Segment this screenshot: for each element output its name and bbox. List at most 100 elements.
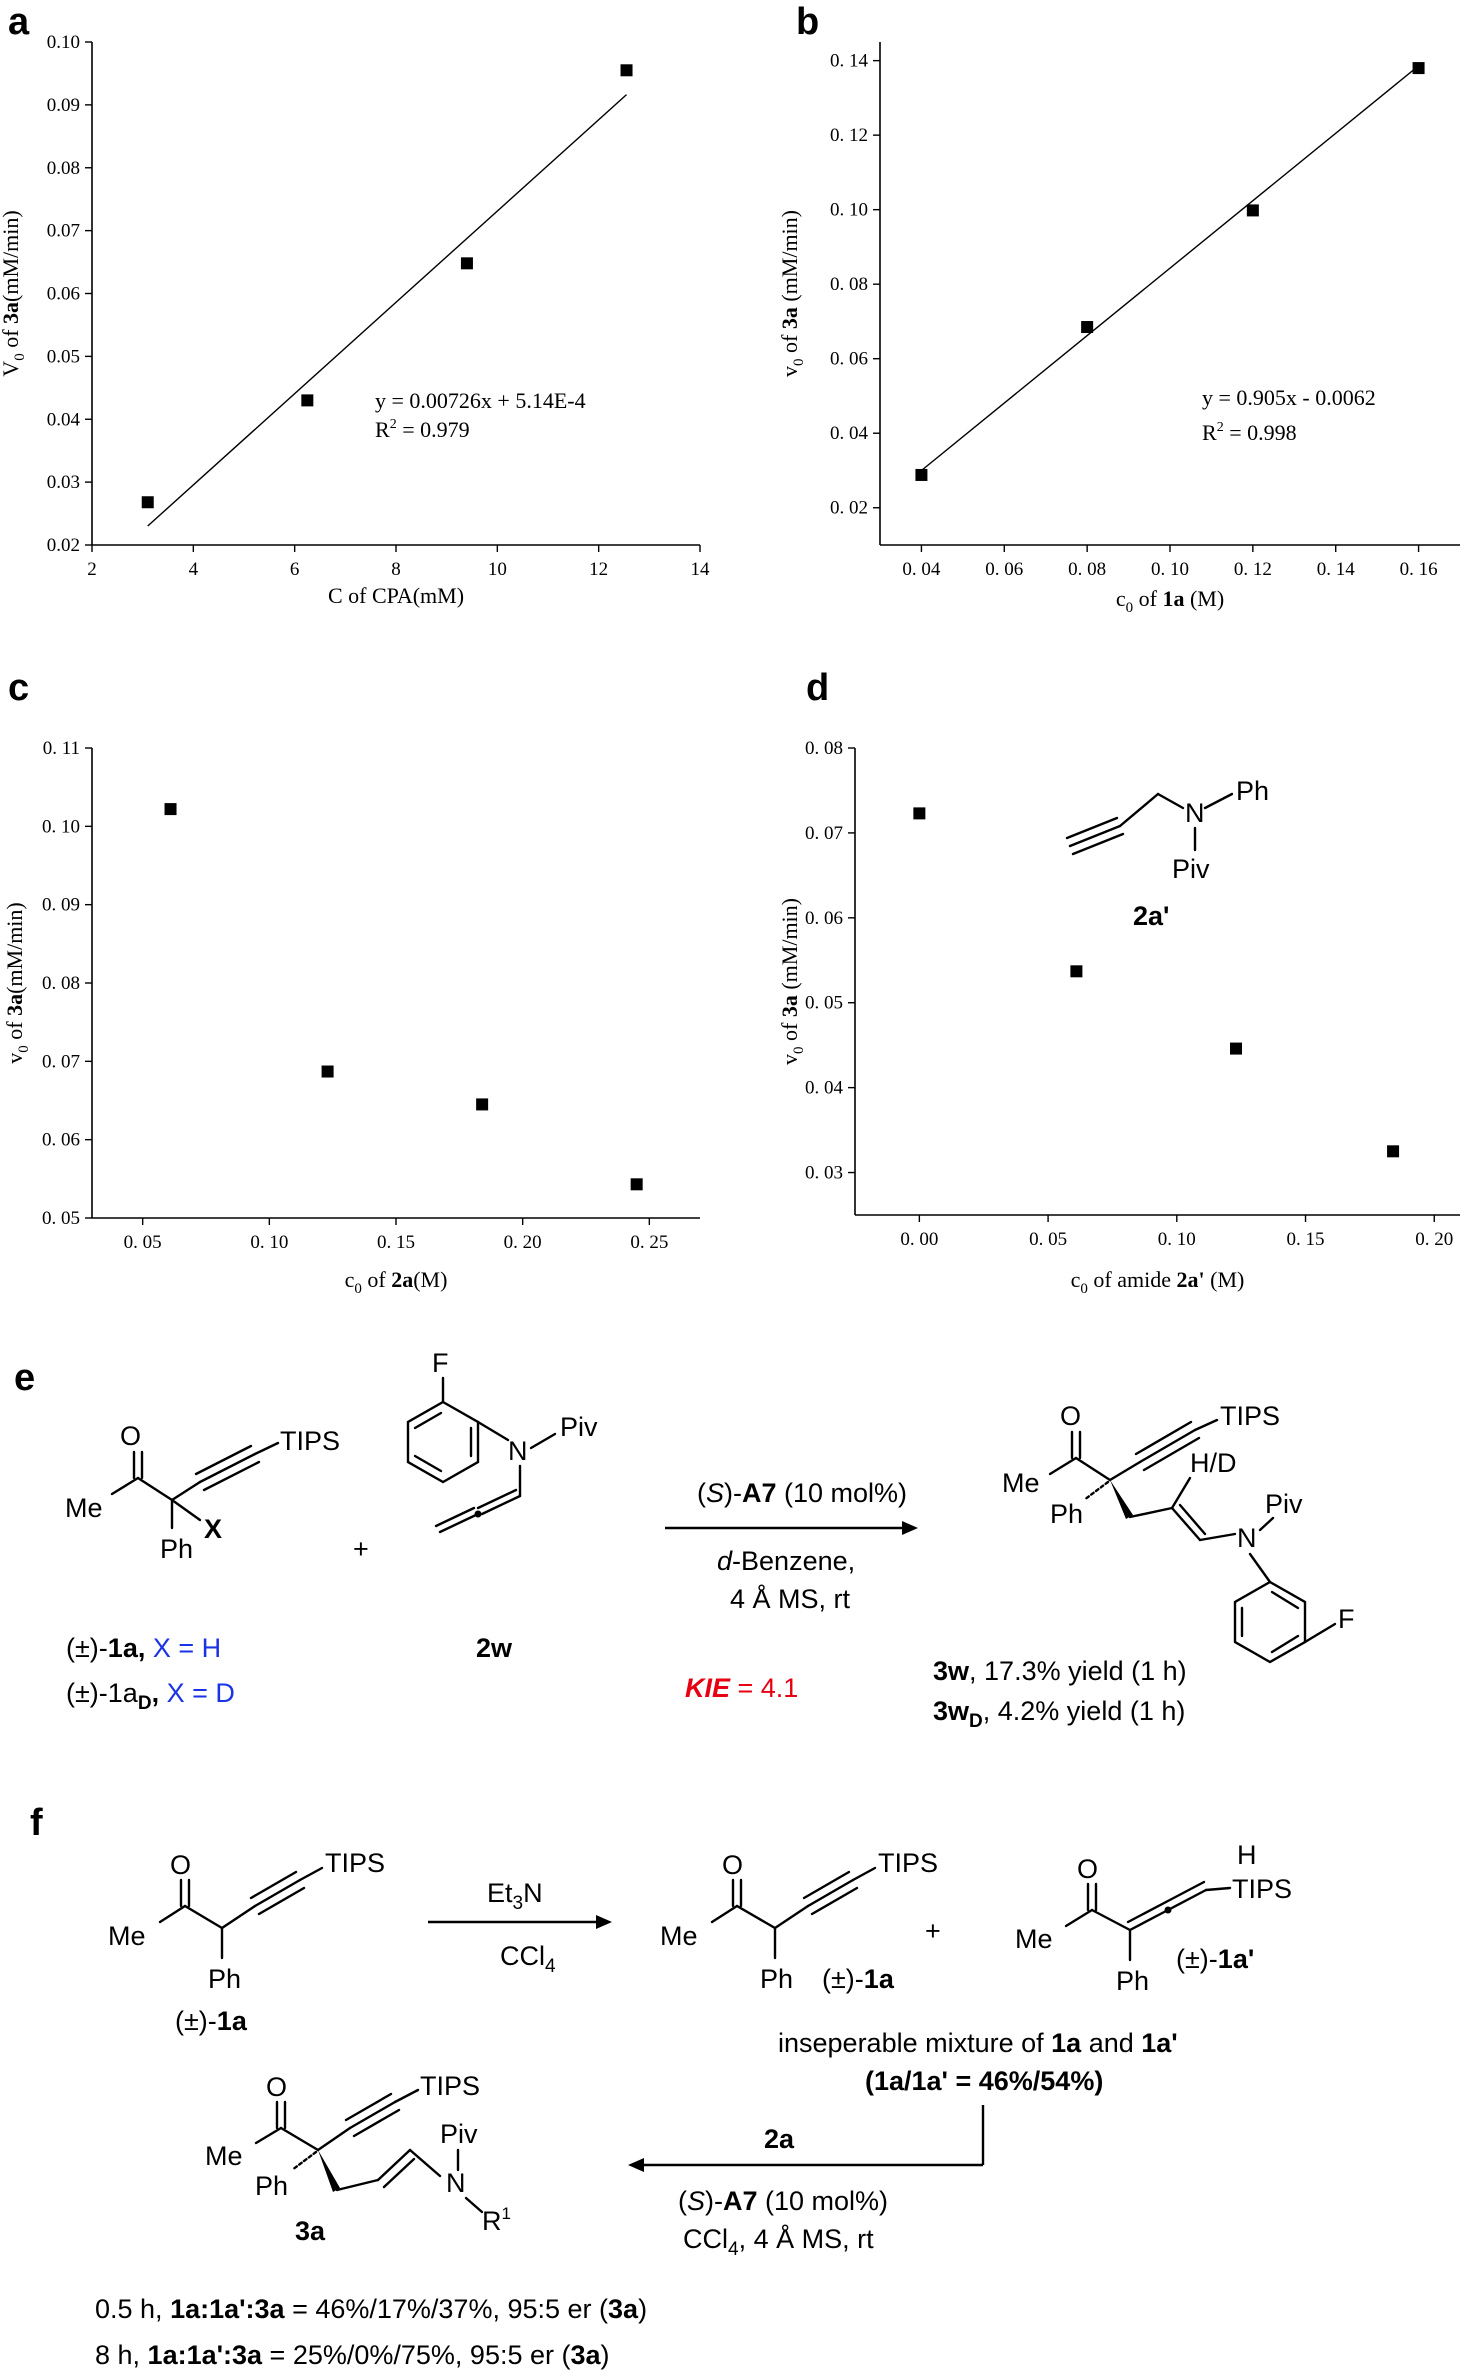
bond	[220, 1904, 257, 1930]
bond	[464, 2196, 484, 2214]
atom-n: N	[508, 1436, 528, 1466]
step2-catalyst: (S)-A7 (10 mol%)	[678, 2186, 888, 2216]
y-tick-label: 0.10	[47, 32, 80, 53]
arrow-head	[628, 2158, 644, 2172]
bond	[1134, 1420, 1193, 1456]
atom-n: N	[1237, 1523, 1257, 1553]
bond	[1156, 792, 1185, 810]
bond	[434, 1506, 476, 1528]
bond	[1178, 1503, 1207, 1536]
x-tick-label: 0. 12	[1234, 559, 1272, 580]
bond	[1126, 1900, 1168, 1924]
bond	[480, 1494, 522, 1516]
bond	[810, 1886, 859, 1916]
x-tick-label: 0. 20	[1415, 1229, 1453, 1250]
inset-structure-2a-prime: N Ph Piv 2a'	[1065, 776, 1269, 931]
y-tick-label: 0. 02	[830, 498, 868, 519]
y-axis-label: v0 of 3a (mM/min)	[777, 210, 807, 377]
step2-reagent: 2a	[764, 2124, 795, 2154]
bond	[1166, 1888, 1208, 1912]
atom-f: F	[432, 1348, 449, 1378]
bond	[183, 1904, 224, 1930]
data-point	[620, 64, 633, 77]
sm2-label: 2w	[476, 1633, 513, 1663]
bond	[393, 2088, 420, 2104]
y-tick-label: 0. 06	[805, 908, 843, 929]
aromatic-ring	[1233, 1580, 1307, 1664]
bond	[802, 1870, 851, 1900]
atom-h: H	[1237, 1840, 1257, 1870]
hashed-bond	[290, 2150, 318, 2172]
y-tick-label: 0.09	[47, 95, 80, 116]
bond	[1128, 1506, 1174, 1519]
bond	[1270, 1634, 1300, 1654]
x-tick-label: 6	[290, 559, 300, 580]
x-tick-label: 0. 10	[250, 1232, 288, 1253]
bond	[1198, 1532, 1237, 1542]
atom-tips: TIPS	[878, 1848, 938, 1878]
data-point	[1070, 965, 1083, 978]
y-tick-label: 0. 07	[42, 1051, 80, 1072]
x-tick-label: 4	[189, 559, 199, 580]
x-tick-label: 14	[691, 559, 711, 580]
bond	[170, 1498, 202, 1522]
panel-letter-a: a	[8, 1, 30, 43]
structure-1a: O Me TIPS Ph	[108, 1848, 385, 1994]
data-point	[1387, 1145, 1400, 1158]
y-tick-label: 0. 03	[805, 1163, 843, 1184]
aromatic-ring	[406, 1400, 480, 1484]
x-tick-label: 0. 00	[900, 1229, 938, 1250]
y-tick-label: 0. 12	[830, 125, 868, 146]
y-tick-label: 0.05	[47, 346, 80, 367]
atom-ph: Ph	[1236, 776, 1269, 806]
bond	[1118, 792, 1160, 828]
bond	[806, 1878, 855, 1908]
mixture-ratio: (1a/1a' = 46%/54%)	[865, 2066, 1103, 2096]
y-tick-label: 0.03	[47, 472, 80, 493]
y-tick-label: 0. 08	[805, 738, 843, 759]
y-tick-label: 0. 04	[830, 423, 869, 444]
conditions-bottom-2: 4 Å MS, rt	[730, 1583, 851, 1614]
bond	[1074, 1456, 1112, 1482]
arrow-head	[902, 1521, 918, 1535]
data-point	[1246, 204, 1259, 217]
y-tick-label: 0. 09	[42, 895, 80, 916]
atom-o: O	[266, 2072, 287, 2102]
bond	[1193, 1418, 1219, 1432]
bond	[352, 2108, 401, 2138]
atom-r1: R1	[482, 2204, 511, 2236]
atom-ph: Ph	[160, 1534, 193, 1564]
data-point	[630, 1178, 643, 1191]
chart-panel-c: c 0. 05 0. 10 0. 15 0. 20 0. 250. 050. 060. …	[2, 667, 700, 1297]
bond	[253, 1878, 302, 1908]
bond	[376, 2148, 412, 2182]
x-tick-label: 0. 04	[902, 559, 941, 580]
y-axis-label: v0 of 3a(mM/min)	[2, 902, 32, 1064]
y-tick-label: 0.02	[47, 535, 80, 556]
fit-equation-a: y = 0.00726x + 5.14E-4	[375, 388, 586, 413]
atom-hd: H/D	[1190, 1448, 1237, 1478]
atom-o: O	[722, 1850, 743, 1880]
structure-1a-product: O Me TIPS Ph (±)-1a	[660, 1848, 938, 1994]
bond	[335, 2178, 380, 2192]
atom-piv: Piv	[440, 2119, 478, 2149]
bond	[1128, 1908, 1170, 1932]
bond	[194, 1444, 253, 1476]
bond	[735, 1904, 777, 1930]
x-axis-label: c0 of amide 2a' (M)	[1071, 1267, 1245, 1297]
bond	[253, 1441, 280, 1456]
result-line-1: 0.5 h, 1a:1a':3a = 46%/17%/37%, 95:5 er …	[95, 2294, 647, 2324]
bond	[1170, 1476, 1192, 1510]
structure-3w: O Me TIPS Ph H/D N Piv	[1002, 1401, 1355, 1664]
x-tick-label: 0. 16	[1400, 559, 1438, 580]
y-tick-label: 0.04	[47, 409, 81, 430]
atom-o: O	[1060, 1401, 1081, 1431]
atom-ph: Ph	[208, 1964, 241, 1994]
atom-ph: Ph	[760, 1964, 793, 1994]
y-tick-label: 0. 11	[43, 738, 80, 759]
bond	[198, 1452, 257, 1484]
bond	[1164, 1880, 1206, 1904]
kie-text: KIE = 4.1	[685, 1673, 798, 1703]
mixture-note: inseperable mixture of 1a and 1a'	[778, 2028, 1178, 2058]
bond	[1303, 1622, 1337, 1644]
